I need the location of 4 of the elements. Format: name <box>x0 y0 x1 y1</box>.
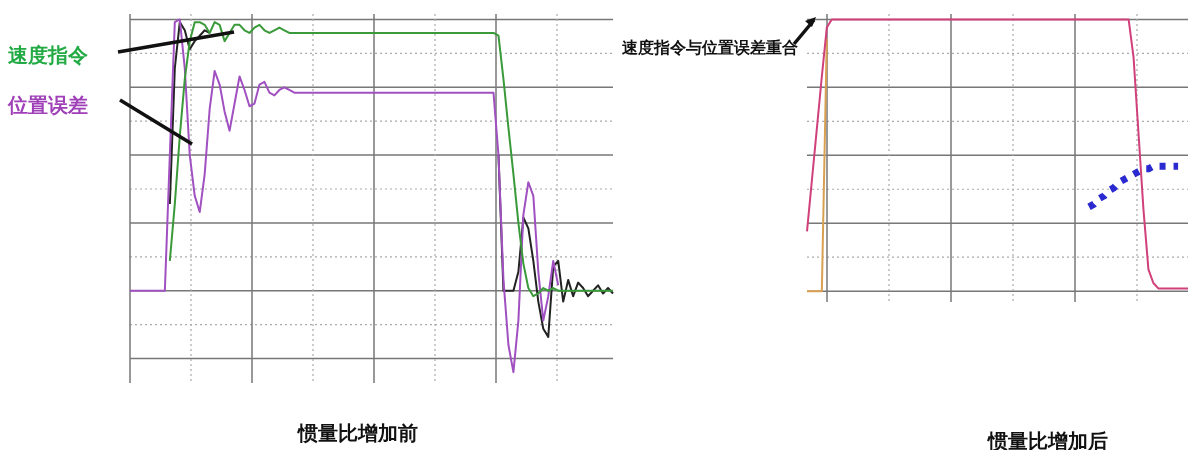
text: 惯量比增加前 <box>296 420 419 447</box>
text: 位置误差 <box>8 92 88 119</box>
text: 速度指令 <box>8 42 88 69</box>
text: 速度指令与位置误差重合 <box>622 38 798 59</box>
